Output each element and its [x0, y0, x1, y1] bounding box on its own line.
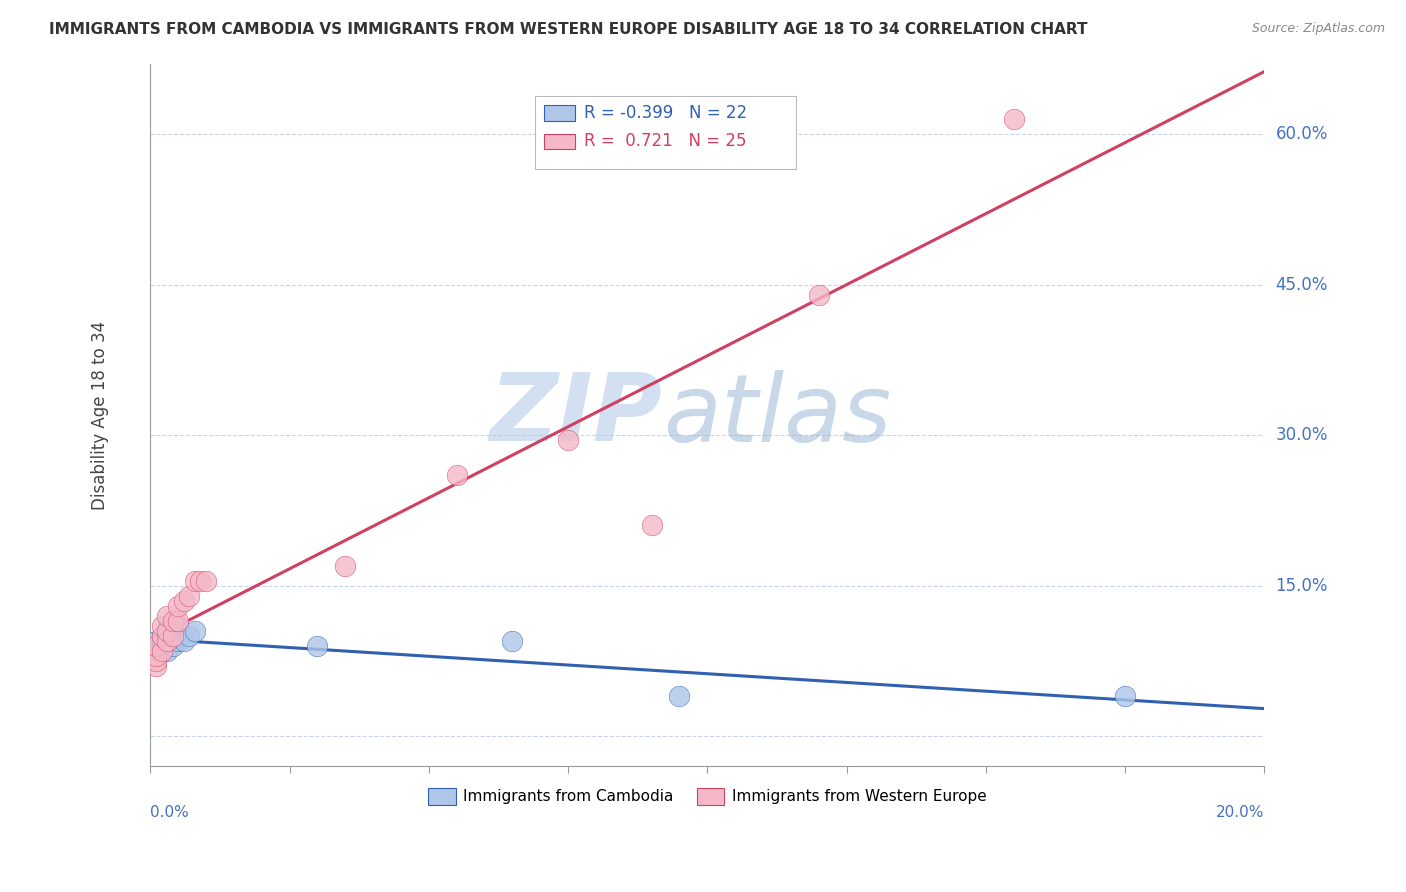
- Text: 45.0%: 45.0%: [1275, 276, 1327, 293]
- Text: 60.0%: 60.0%: [1275, 125, 1327, 144]
- Text: IMMIGRANTS FROM CAMBODIA VS IMMIGRANTS FROM WESTERN EUROPE DISABILITY AGE 18 TO : IMMIGRANTS FROM CAMBODIA VS IMMIGRANTS F…: [49, 22, 1088, 37]
- Text: 30.0%: 30.0%: [1275, 426, 1329, 444]
- Point: [156, 624, 179, 638]
- Point: [167, 614, 190, 628]
- Point: [162, 639, 184, 653]
- Point: [162, 629, 184, 643]
- Point: [145, 639, 167, 653]
- Point: [150, 629, 173, 643]
- Point: [184, 624, 207, 638]
- Text: Disability Age 18 to 34: Disability Age 18 to 34: [91, 320, 110, 509]
- Point: [150, 619, 173, 633]
- Text: atlas: atlas: [662, 369, 891, 460]
- Text: R =  0.721   N = 25: R = 0.721 N = 25: [585, 132, 747, 150]
- Point: [145, 644, 167, 658]
- Point: [173, 593, 195, 607]
- Point: [167, 599, 190, 613]
- Point: [190, 574, 212, 588]
- Point: [195, 574, 218, 588]
- Point: [1002, 112, 1025, 127]
- Legend: Immigrants from Cambodia, Immigrants from Western Europe: Immigrants from Cambodia, Immigrants fro…: [422, 781, 993, 811]
- Point: [150, 644, 173, 658]
- Point: [173, 633, 195, 648]
- Point: [150, 644, 173, 658]
- Point: [156, 633, 179, 648]
- Point: [167, 619, 190, 633]
- Point: [145, 654, 167, 668]
- Point: [179, 589, 201, 603]
- Point: [184, 574, 207, 588]
- FancyBboxPatch shape: [534, 95, 796, 169]
- Text: 15.0%: 15.0%: [1275, 577, 1329, 595]
- Text: ZIP: ZIP: [489, 369, 662, 461]
- Point: [335, 558, 357, 573]
- Point: [150, 633, 173, 648]
- Point: [162, 629, 184, 643]
- Point: [307, 639, 329, 653]
- Text: 20.0%: 20.0%: [1216, 805, 1264, 820]
- Point: [557, 434, 579, 448]
- Point: [156, 608, 179, 623]
- Point: [145, 639, 167, 653]
- Point: [640, 518, 662, 533]
- Point: [179, 629, 201, 643]
- Point: [167, 633, 190, 648]
- Text: 0.0%: 0.0%: [150, 805, 190, 820]
- Point: [145, 659, 167, 673]
- Point: [145, 633, 167, 648]
- Point: [446, 468, 468, 483]
- Text: R = -0.399   N = 22: R = -0.399 N = 22: [585, 104, 748, 122]
- Point: [156, 633, 179, 648]
- Point: [150, 639, 173, 653]
- Point: [156, 624, 179, 638]
- Point: [167, 629, 190, 643]
- Point: [162, 614, 184, 628]
- Point: [150, 629, 173, 643]
- Point: [501, 633, 523, 648]
- Point: [668, 689, 690, 703]
- Point: [1114, 689, 1136, 703]
- Point: [156, 644, 179, 658]
- Point: [807, 287, 830, 301]
- Text: Source: ZipAtlas.com: Source: ZipAtlas.com: [1251, 22, 1385, 36]
- FancyBboxPatch shape: [544, 134, 575, 149]
- FancyBboxPatch shape: [544, 105, 575, 121]
- Point: [145, 648, 167, 663]
